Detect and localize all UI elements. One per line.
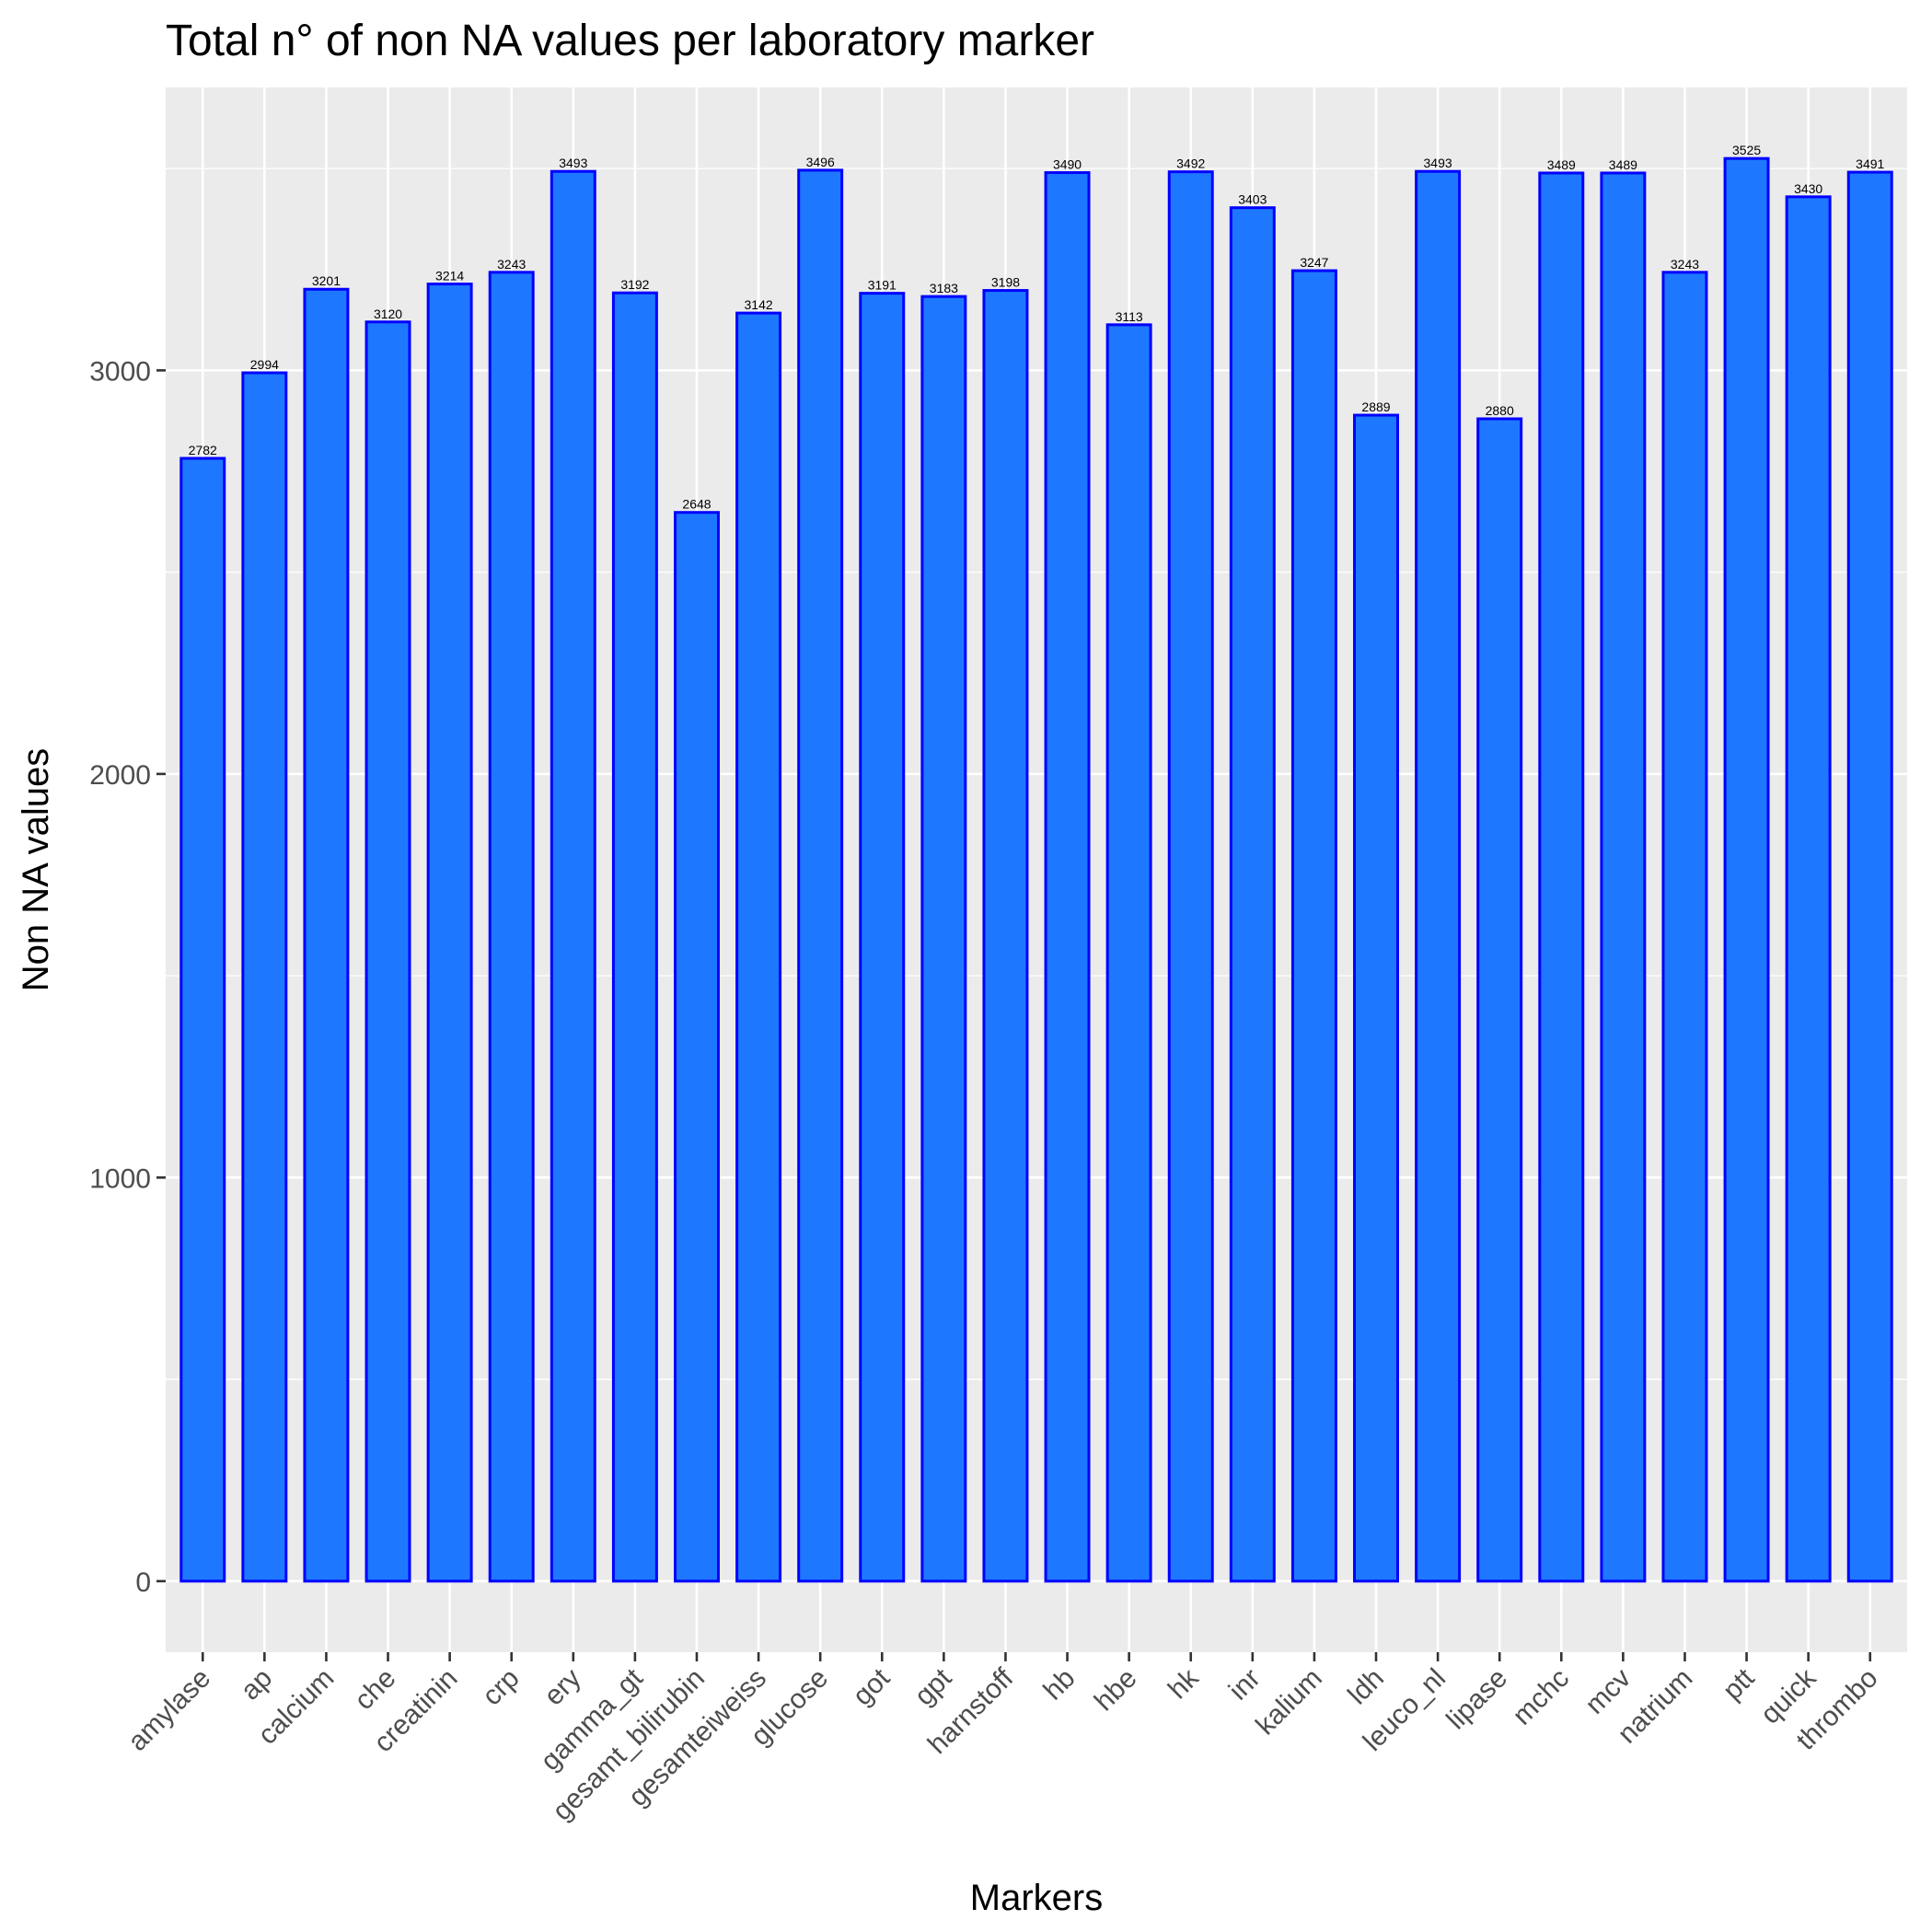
- bar-hbe: [1105, 323, 1152, 1583]
- bar-crp: [488, 271, 535, 1583]
- data-label-kalium: 3247: [1300, 255, 1328, 270]
- data-label-harnstoff: 3198: [991, 275, 1020, 290]
- bars: [179, 156, 1893, 1583]
- data-label-gesamt_bilirubin: 2648: [682, 497, 711, 512]
- data-label-ery: 3493: [559, 156, 587, 170]
- data-label-gpt: 3183: [930, 281, 958, 295]
- chart-title: Total n° of non NA values per laboratory…: [166, 17, 1094, 65]
- bar-amylase: [179, 457, 226, 1583]
- bar-mchc: [1538, 171, 1585, 1583]
- data-label-glucose: 3496: [806, 155, 835, 169]
- data-label-mchc: 3489: [1547, 157, 1576, 172]
- x-tick-label-inr: inr: [1223, 1663, 1267, 1706]
- x-tick-label-hbe: hbe: [1089, 1663, 1143, 1718]
- bar-thrombo: [1846, 170, 1893, 1583]
- data-label-amylase: 2782: [189, 443, 217, 457]
- y-axis-ticks: 0 1000 2000 3000: [89, 356, 166, 1598]
- data-label-che: 3120: [374, 307, 402, 321]
- data-label-natrium: 3243: [1671, 257, 1699, 272]
- x-tick-label-hk: hk: [1163, 1662, 1205, 1705]
- bar-gesamt_bilirubin: [674, 511, 720, 1583]
- bar-hk: [1167, 170, 1214, 1583]
- bar-harnstoff: [982, 289, 1029, 1583]
- data-label-gesamteiweiss: 3142: [745, 297, 773, 312]
- bar-lipase: [1476, 417, 1523, 1583]
- bar-hb: [1044, 171, 1091, 1583]
- x-tick-label-kalium: kalium: [1250, 1663, 1328, 1741]
- data-label-quick: 3430: [1794, 181, 1822, 196]
- x-tick-label-gpt: gpt: [908, 1662, 957, 1711]
- data-labels: 2782 2994 3201 3120 3214 3243 3493 3192 2648 3142…: [189, 143, 1885, 512]
- x-tick-label-got: got: [847, 1662, 896, 1711]
- data-label-hb: 3490: [1053, 157, 1082, 172]
- bar-quick: [1785, 195, 1832, 1583]
- x-tick-label-che: che: [349, 1663, 402, 1717]
- bar-inr: [1229, 206, 1276, 1583]
- bar-gesamteiweiss: [735, 311, 782, 1583]
- y-tick-label: 3000: [89, 356, 151, 387]
- bar-gpt: [920, 295, 967, 1583]
- data-label-got: 3191: [868, 278, 897, 293]
- bar-got: [859, 292, 906, 1583]
- data-label-mcv: 3489: [1609, 157, 1637, 172]
- y-tick-label: 1000: [89, 1163, 151, 1194]
- bar-kalium: [1290, 269, 1337, 1583]
- x-tick-label-mchc: mchc: [1507, 1663, 1575, 1731]
- y-tick-label: 0: [135, 1568, 151, 1598]
- x-tick-label-hb: hb: [1038, 1663, 1082, 1706]
- data-label-lipase: 2880: [1486, 403, 1514, 418]
- data-label-calcium: 3201: [312, 273, 341, 288]
- bar-che: [364, 320, 411, 1583]
- data-label-thrombo: 3491: [1856, 156, 1884, 171]
- x-tick-label-amylase: amylase: [122, 1663, 216, 1757]
- bar-ldh: [1353, 413, 1399, 1583]
- data-label-inr: 3403: [1238, 192, 1267, 207]
- data-label-ldh: 2889: [1361, 399, 1390, 414]
- y-tick-label: 2000: [89, 760, 151, 791]
- x-tick-label-ldh: ldh: [1342, 1663, 1390, 1711]
- data-label-crp: 3243: [497, 257, 526, 272]
- bar-ap: [241, 371, 288, 1583]
- data-label-leuco_nl: 3493: [1424, 156, 1452, 170]
- bar-gamma_gt: [611, 291, 658, 1583]
- data-label-ptt: 3525: [1732, 143, 1761, 157]
- y-axis-title: Non NA values: [16, 748, 56, 992]
- data-label-hbe: 3113: [1116, 309, 1143, 324]
- bar-glucose: [797, 168, 844, 1583]
- data-label-creatinin: 3214: [435, 269, 464, 283]
- x-tick-label-ap: ap: [235, 1663, 278, 1706]
- bar-leuco_nl: [1415, 169, 1462, 1583]
- x-tick-label-lipase: lipase: [1440, 1663, 1513, 1736]
- x-tick-label-ptt: ptt: [1718, 1662, 1761, 1706]
- bar-ptt: [1723, 156, 1770, 1583]
- data-label-ap: 2994: [250, 357, 279, 372]
- x-tick-label-ery: ery: [538, 1663, 587, 1712]
- bar-natrium: [1661, 271, 1708, 1583]
- x-axis-title: Markers: [970, 1878, 1103, 1918]
- data-label-hk: 3492: [1176, 156, 1205, 171]
- x-tick-label-crp: crp: [477, 1663, 526, 1712]
- bar-creatinin: [426, 283, 473, 1583]
- bar-calcium: [303, 287, 350, 1583]
- data-label-gamma_gt: 3192: [620, 277, 649, 292]
- bar-ery: [550, 169, 596, 1583]
- bar-mcv: [1600, 171, 1647, 1583]
